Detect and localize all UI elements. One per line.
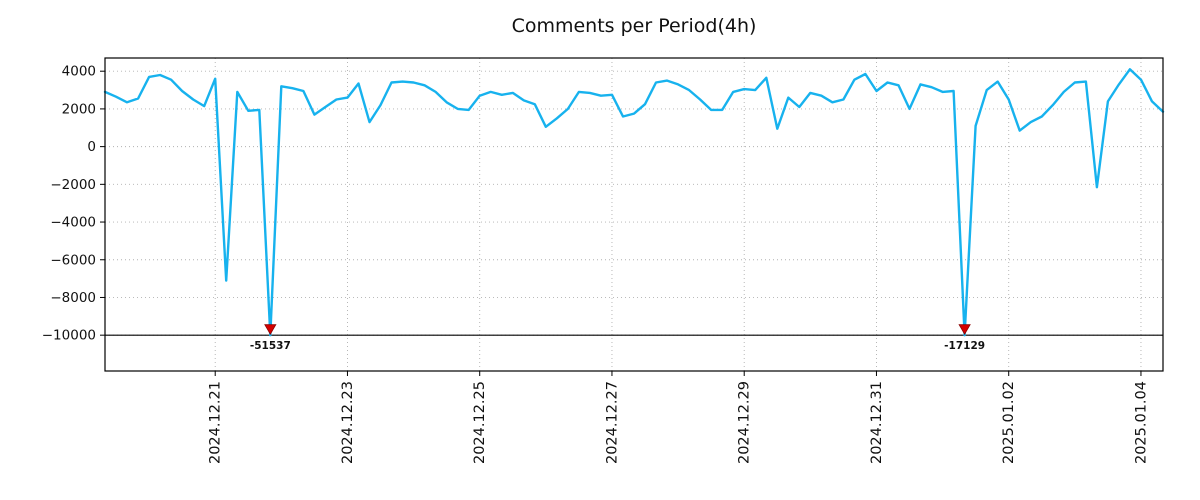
y-tick-label: 4000	[62, 64, 96, 80]
y-tick-label: −8000	[50, 290, 96, 306]
series-line	[103, 68, 1165, 337]
y-tick-label: −2000	[50, 177, 96, 193]
y-tick-label: −6000	[50, 252, 96, 268]
x-tick-label: 2024.12.21	[208, 381, 224, 464]
y-tick-label: 2000	[62, 101, 96, 117]
x-tick-label: 2025.01.02	[1001, 381, 1017, 464]
chart-title: Comments per Period(4h)	[511, 15, 757, 37]
annotation-marker-red-triangle-down-icon	[958, 324, 971, 335]
annotation-label: -51537	[250, 340, 291, 352]
annotation-marker-red-triangle-down-icon	[264, 324, 277, 335]
x-tick-label: 2024.12.27	[604, 381, 620, 464]
y-tick-label: −4000	[50, 215, 96, 231]
x-tick-label: 2024.12.23	[340, 381, 356, 464]
x-tick-label: 2024.12.29	[737, 381, 753, 464]
annotation-label: -17129	[944, 340, 985, 352]
axes-frame	[104, 57, 1164, 372]
x-tick-label: 2024.12.25	[472, 381, 488, 464]
y-tick-label: 0	[87, 139, 96, 155]
y-tick-label: −10000	[42, 328, 96, 344]
x-tick-label: 2024.12.31	[869, 381, 885, 464]
x-tick-label: 2025.01.04	[1133, 381, 1149, 464]
